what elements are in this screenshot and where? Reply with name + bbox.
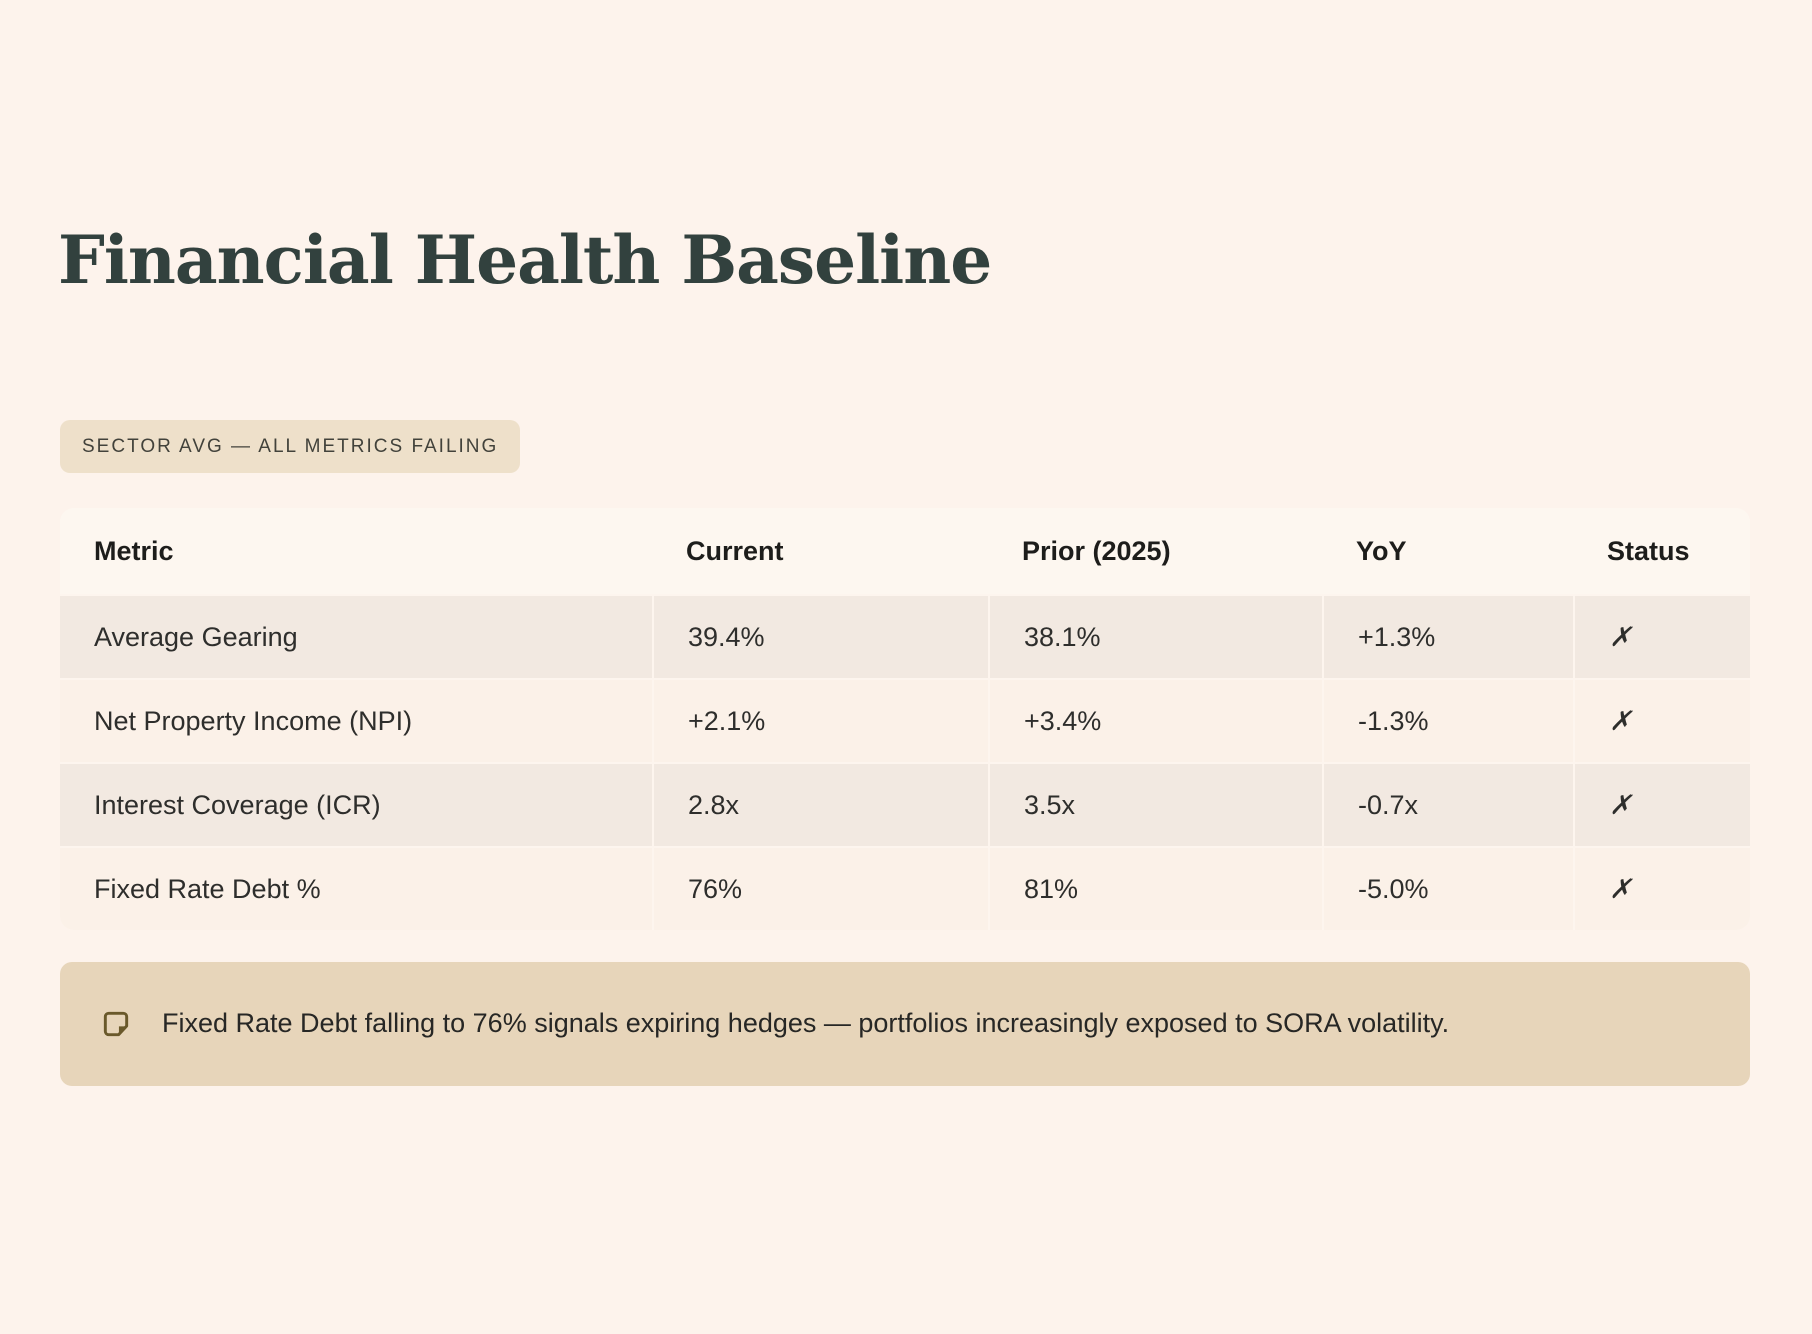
metric-name-cell: Interest Coverage (ICR): [60, 762, 652, 846]
sector-status-badge-label: SECTOR AVG — ALL METRICS FAILING: [82, 435, 499, 457]
prior-value-cell: 3.5x: [988, 762, 1322, 846]
yoy-value-cell: -0.7x: [1322, 762, 1573, 846]
sticky-note-icon: [100, 1008, 132, 1040]
prior-value-cell: 81%: [988, 846, 1322, 930]
table-row: Net Property Income (NPI) +2.1% +3.4% -1…: [60, 678, 1750, 762]
sector-status-badge: SECTOR AVG — ALL METRICS FAILING: [60, 420, 521, 473]
table-row: Interest Coverage (ICR) 2.8x 3.5x -0.7x …: [60, 762, 1750, 846]
metric-name-cell: Fixed Rate Debt %: [60, 846, 652, 930]
column-header-metric: Metric: [60, 508, 652, 594]
prior-value-cell: +3.4%: [988, 678, 1322, 762]
metric-name-cell: Net Property Income (NPI): [60, 678, 652, 762]
current-value-cell: +2.1%: [652, 678, 988, 762]
financial-metrics-table: Metric Current Prior (2025) YoY Status A…: [60, 508, 1750, 930]
table-header-row: Metric Current Prior (2025) YoY Status: [60, 508, 1750, 594]
status-fail-icon: ✗: [1573, 678, 1750, 762]
prior-value-cell: 38.1%: [988, 594, 1322, 678]
yoy-value-cell: -5.0%: [1322, 846, 1573, 930]
yoy-value-cell: +1.3%: [1322, 594, 1573, 678]
current-value-cell: 76%: [652, 846, 988, 930]
table-row: Average Gearing 39.4% 38.1% +1.3% ✗: [60, 594, 1750, 678]
insight-callout-text: Fixed Rate Debt falling to 76% signals e…: [162, 1008, 1450, 1039]
column-header-status: Status: [1573, 508, 1750, 594]
insight-callout: Fixed Rate Debt falling to 76% signals e…: [60, 962, 1750, 1086]
yoy-value-cell: -1.3%: [1322, 678, 1573, 762]
status-fail-icon: ✗: [1573, 846, 1750, 930]
page-title: Financial Health Baseline: [58, 221, 992, 299]
current-value-cell: 39.4%: [652, 594, 988, 678]
status-fail-icon: ✗: [1573, 762, 1750, 846]
column-header-yoy: YoY: [1322, 508, 1573, 594]
metric-name-cell: Average Gearing: [60, 594, 652, 678]
column-header-prior: Prior (2025): [988, 508, 1322, 594]
column-header-current: Current: [652, 508, 988, 594]
status-fail-icon: ✗: [1573, 594, 1750, 678]
table-row: Fixed Rate Debt % 76% 81% -5.0% ✗: [60, 846, 1750, 930]
current-value-cell: 2.8x: [652, 762, 988, 846]
